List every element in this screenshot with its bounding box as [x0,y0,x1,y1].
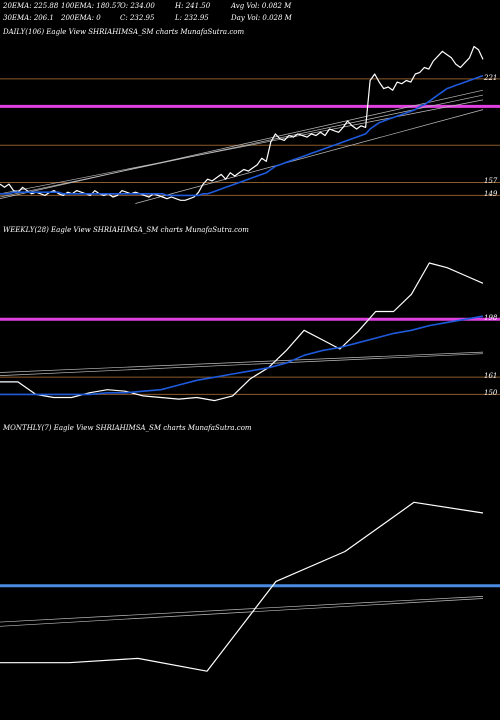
trend-line-0-1 [0,94,484,198]
panel-1 [0,262,500,402]
panel-0 [0,45,500,204]
y-tick-label-1-2: 150 [484,389,498,398]
panel-2 [0,501,500,672]
stat-high: H: 241.50 [175,2,211,10]
stat-open: O: 234.00 [120,2,155,10]
y-tick-label-1-1: 161 [484,372,498,381]
trend-line-0-2 [0,89,484,200]
panel-title-2: MONTHLY(7) Eagle View SHRIAHIMSA_SM char… [3,424,252,432]
y-tick-label-0-2: 149 [484,190,498,199]
trend-line-1-1 [0,351,484,373]
trend-line-1-0 [0,353,484,376]
price-line-1 [0,262,484,402]
trend-line-2-1 [0,596,484,623]
stat-ema30: 30EMA: 206.1 [3,14,54,22]
y-tick-label-0-1: 157 [484,177,498,186]
y-tick-label-0-0: 221 [484,73,498,82]
stat-low: L: 232.95 [175,14,209,22]
ema-line-0 [0,74,484,197]
price-line-2 [0,501,484,672]
y-tick-label-1-0: 198 [484,314,498,323]
stat-close: C: 232.95 [120,14,155,22]
trend-line-2-0 [0,598,484,627]
stat-ema100: 100EMA: 180.57 [61,2,121,10]
ema-line-1 [0,315,484,396]
stat-ema200: 200EMA: 0 [61,14,101,22]
stat-dayvol: Day Vol: 0.028 M [231,14,292,22]
trend-line-0-0 [0,99,484,195]
panel-title-0: DAILY(106) Eagle View SHRIAHIMSA_SM char… [3,28,245,36]
price-line-0 [0,45,484,201]
trend-line-0-3 [135,109,484,204]
stat-ema20: 20EMA: 225.88 [3,2,59,10]
stat-avgvol: Avg Vol: 0.082 M [231,2,292,10]
panel-title-1: WEEKLY(28) Eagle View SHRIAHIMSA_SM char… [3,226,249,234]
